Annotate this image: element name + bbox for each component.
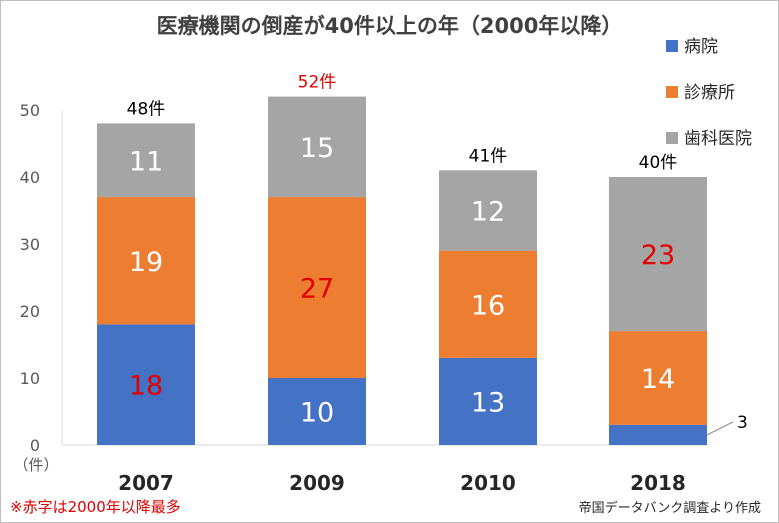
bar-value-label: 16 — [471, 290, 505, 321]
bar-segment-0-0 — [97, 324, 195, 445]
y-tick-label: 30 — [20, 235, 40, 254]
x-category-label: 2009 — [289, 471, 345, 495]
bar-segment-3-1 — [609, 331, 707, 425]
bar-value-label: 18 — [129, 371, 163, 402]
legend-label: 病院 — [684, 37, 718, 57]
value-leader-line — [706, 421, 734, 436]
bar-value-label: 15 — [300, 133, 334, 164]
y-tick-label: 20 — [20, 302, 40, 321]
bar-segment-3-2 — [609, 177, 707, 332]
footnote: ※赤字は2000年以降最多 — [10, 498, 181, 516]
bar-value-label: 10 — [300, 398, 334, 429]
bar-value-label: 19 — [129, 247, 163, 278]
y-tick-label: 40 — [20, 168, 40, 187]
bar-segment-1-1 — [268, 197, 366, 378]
bar-total-label: 41件 — [469, 146, 508, 166]
bar-segment-1-0 — [268, 378, 366, 445]
bar-segment-1-2 — [268, 96, 366, 198]
bar-total-label: 52件 — [298, 73, 337, 93]
legend-label: 診療所 — [684, 83, 735, 103]
bar-value-label: 23 — [641, 240, 675, 271]
bar-value-label: 11 — [129, 146, 163, 177]
legend-swatch-0 — [666, 40, 678, 52]
bar-total-label: 40件 — [639, 153, 678, 173]
bar-segment-2-2 — [439, 170, 537, 251]
y-tick-label: 10 — [20, 369, 40, 388]
bar-segment-0-2 — [97, 123, 195, 198]
bar-value-label: 12 — [471, 197, 505, 228]
bar-segment-0-1 — [97, 197, 195, 325]
y-tick-label: 0 — [30, 436, 40, 455]
bar-value-label: 27 — [300, 274, 334, 305]
x-category-label: 2007 — [118, 471, 174, 495]
bar-segment-2-1 — [439, 250, 537, 358]
bar-segment-2-0 — [439, 357, 537, 445]
chart-title: 医療機関の倒産が40件以上の年（2000年以降） — [156, 14, 623, 38]
bar-total-label: 48件 — [127, 99, 166, 119]
bar-value-label: 3 — [737, 413, 748, 433]
legend-swatch-1 — [666, 86, 678, 98]
bar-value-label: 14 — [641, 364, 675, 395]
x-category-label: 2010 — [460, 471, 516, 495]
legend-swatch-2 — [666, 132, 678, 144]
x-category-label: 2018 — [630, 471, 686, 495]
y-axis-unit-label: （件） — [13, 456, 58, 474]
source-note: 帝国データバンク調査より作成 — [578, 501, 761, 516]
legend-label: 歯科医院 — [684, 129, 752, 149]
bar-segment-3-0 — [609, 424, 707, 445]
bar-value-label: 13 — [471, 387, 505, 418]
y-tick-label: 50 — [20, 101, 40, 120]
